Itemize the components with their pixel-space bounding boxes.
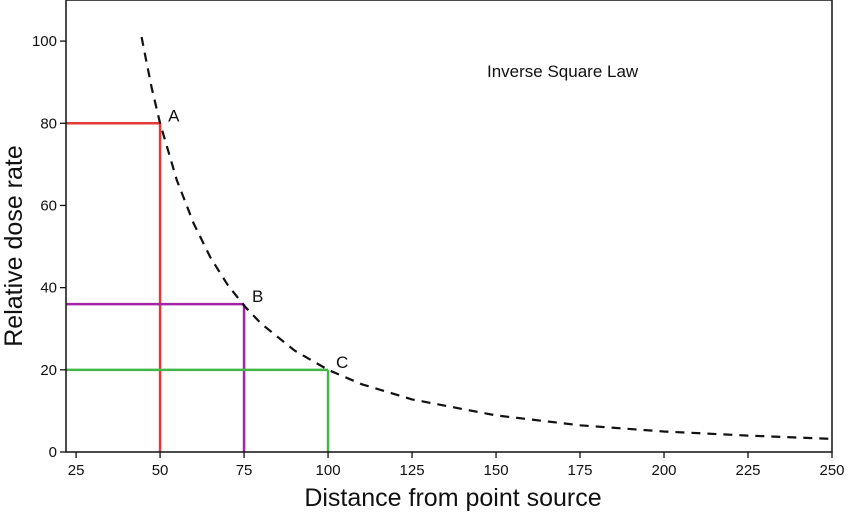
y-tick-label: 100 [32,33,57,50]
y-tick-label: 60 [40,197,57,214]
x-tick-label: 175 [568,462,593,479]
x-tick-label: 150 [484,462,509,479]
x-tick-label: 200 [652,462,677,479]
y-tick-label: 0 [49,444,57,461]
x-tick-label: 25 [68,462,85,479]
x-tick-label: 225 [735,462,760,479]
marker-b-label: B [252,287,263,306]
chart-annotation: Inverse Square Law [487,62,639,81]
y-tick-label: 80 [40,115,57,132]
inverse-square-curve [140,36,833,440]
x-tick-label: 100 [316,462,341,479]
marker-a-label: A [168,106,180,125]
x-axis-title: Distance from point source [304,484,601,512]
y-tick-label: 20 [40,362,57,379]
plot-frame [65,0,833,453]
marker-c-label: C [336,353,348,372]
y-axis-title: Relative dose rate [0,145,28,347]
marker-lines [66,122,330,452]
axis-ticks: 25 50 75 100 125 150 175 200 225 250 0 20 40 60 80 100 [32,33,845,479]
x-tick-label: 75 [236,462,253,479]
y-tick-label: 40 [40,280,57,297]
x-tick-label: 250 [819,462,844,479]
x-tick-label: 50 [152,462,169,479]
marker-labels: A B C [168,106,348,372]
x-tick-label: 125 [400,462,425,479]
